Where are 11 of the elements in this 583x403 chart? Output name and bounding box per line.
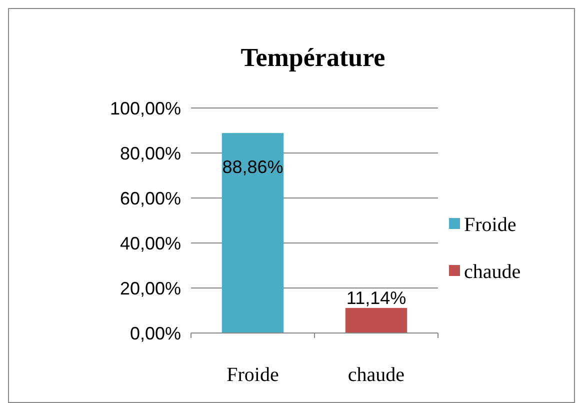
y-tick-label: 20,00% [120,278,181,298]
chart-title: Température [240,43,386,72]
y-tick-label: 60,00% [120,188,181,208]
y-tick-label: 40,00% [120,233,181,254]
y-tick-label: 0,00% [130,323,181,344]
y-tick-label: 100,00% [110,98,181,118]
legend-label: Froide [464,214,516,236]
legend-label: chaude [464,261,521,283]
y-tick-label: 80,00% [120,143,181,164]
data-label: 88,86% [222,157,284,178]
data-label: 11,14% [346,288,406,308]
